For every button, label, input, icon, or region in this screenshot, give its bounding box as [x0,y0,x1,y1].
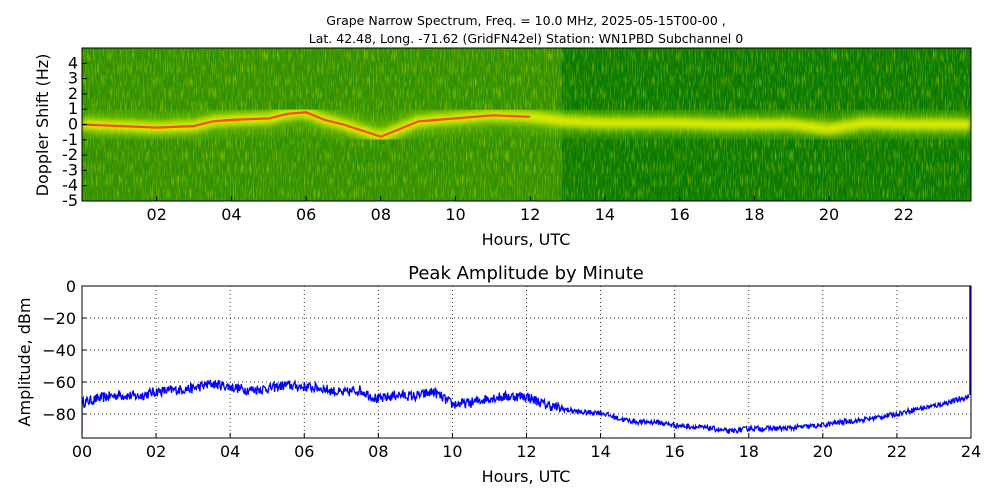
doppler-trace-peak [82,111,531,138]
spectrogram-image [82,48,971,201]
figure-title-line-2: Lat. 42.48, Long. -71.62 (GridFN42el) St… [309,31,743,46]
amplitude-y-tick-label: 0 [66,277,76,296]
spectrogram-y-tick-label: 2 [68,84,78,103]
figure-title-line-1: Grape Narrow Spectrum, Freq. = 10.0 MHz,… [326,13,725,28]
amplitude-x-ticks: 00 02 04 06 08 10 12 14 16 18 20 22 24 [72,433,981,461]
spectrogram-x-tick-label: 06 [296,205,316,224]
spectrogram-y-tick-label: -2 [62,145,78,164]
spectrogram-x-tick-label: 02 [147,205,167,224]
spectrogram-y-tick-label: 4 [68,53,78,72]
amplitude-y-axis-label: Amplitude, dBm [15,298,34,427]
amplitude-x-tick-label: 14 [590,442,610,461]
spectrogram-y-axis-label: Doppler Shift (Hz) [33,54,52,197]
amplitude-x-tick-label: 18 [739,442,759,461]
spectrogram-x-tick-label: 22 [894,205,914,224]
amplitude-panel: Peak Amplitude by Minute 00 02 04 06 08 10 12 1… [15,263,981,486]
spectrogram-y-tick-label: -4 [62,176,78,195]
amplitude-y-tick-label: −60 [42,373,76,392]
amplitude-x-tick-label: 00 [72,442,92,461]
amplitude-x-tick-label: 06 [294,442,314,461]
amplitude-x-tick-label: 10 [442,442,462,461]
amplitude-grid [82,286,971,438]
spectrogram-y-tick-label: -1 [62,130,78,149]
amplitude-chart-title: Peak Amplitude by Minute [408,263,644,284]
amplitude-x-tick-label: 22 [887,442,907,461]
spectrogram-y-tick-label: -5 [62,191,78,210]
spectrogram-trace-group [82,99,971,151]
spectrogram-x-tick-label: 16 [669,205,689,224]
amplitude-x-axis-label: Hours, UTC [482,467,571,486]
amplitude-x-tick-label: 20 [813,442,833,461]
spectrogram-y-tick-label: 3 [68,69,78,88]
spectrogram-x-tick-label: 12 [520,205,540,224]
spectrogram-x-tick-label: 20 [819,205,839,224]
amplitude-line [82,379,970,434]
spectrogram-x-tick-label: 10 [445,205,465,224]
amplitude-x-tick-label: 08 [368,442,388,461]
spectrogram-x-axis-label: Hours, UTC [482,230,571,249]
amplitude-y-tick-label: −80 [42,405,76,424]
spectrogram-y-tick-label: 0 [68,115,78,134]
amplitude-y-tick-label: −20 [42,309,76,328]
spectrogram-x-tick-label: 08 [371,205,391,224]
spectrogram-x-tick-label: 14 [595,205,615,224]
amplitude-x-tick-label: 24 [961,442,981,461]
spectrogram-y-tick-label: 1 [68,99,78,118]
amplitude-y-ticks: 0 −20 −40 −60 −80 [42,277,87,424]
spectrogram-x-tick-label: 04 [221,205,241,224]
spectrogram-x-tick-label: 18 [744,205,764,224]
amplitude-x-tick-label: 12 [516,442,536,461]
amplitude-y-tick-label: −40 [42,341,76,360]
amplitude-x-tick-label: 02 [146,442,166,461]
spectrogram-x-ticks: 02 04 06 08 10 12 14 16 18 20 22 [147,196,914,224]
amplitude-x-tick-label: 16 [664,442,684,461]
amplitude-x-tick-label: 04 [220,442,240,461]
spectrogram-y-tick-label: -3 [62,160,78,179]
